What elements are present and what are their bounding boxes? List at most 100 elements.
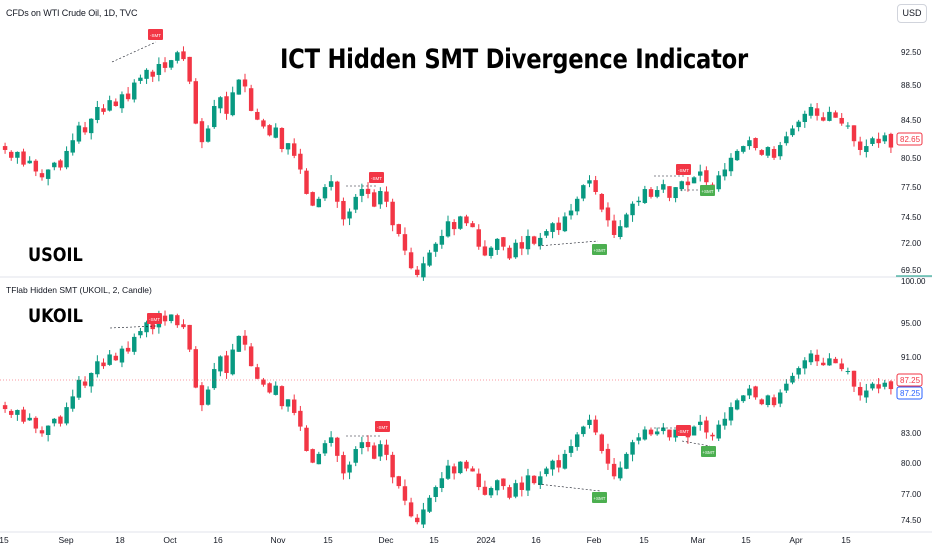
- candle: [790, 375, 795, 383]
- candle: [882, 382, 887, 387]
- candle: [33, 417, 39, 429]
- candle: [654, 431, 660, 435]
- candle: [605, 207, 611, 221]
- time-tick-label: 2024: [477, 535, 496, 545]
- candle: [371, 445, 377, 459]
- candle: [396, 476, 402, 487]
- smt-bull-marker: +SMT: [702, 450, 714, 455]
- candle: [618, 226, 623, 237]
- currency-selector[interactable]: USD: [897, 4, 927, 23]
- time-tick-label: 15: [429, 535, 439, 545]
- candle: [304, 427, 309, 451]
- price-tick-label: 88.50: [901, 81, 922, 90]
- candle: [316, 453, 322, 465]
- smt-connector: [681, 440, 711, 447]
- candle: [359, 189, 365, 196]
- candle: [802, 360, 808, 369]
- candle: [574, 434, 580, 447]
- candle: [76, 125, 82, 142]
- candle: [415, 269, 420, 276]
- candle: [88, 372, 94, 387]
- candle: [144, 69, 149, 79]
- candle: [261, 120, 266, 127]
- candle: [488, 488, 494, 496]
- candle: [21, 409, 26, 422]
- usoil-price-tag: 82.65: [900, 135, 921, 144]
- candle: [316, 198, 322, 208]
- candle: [845, 371, 851, 373]
- candle: [273, 127, 278, 138]
- indicator-legend[interactable]: TFlab Hidden SMT (UKOIL, 2, Candle): [6, 285, 152, 295]
- candle: [285, 143, 291, 150]
- candle: [150, 71, 155, 77]
- candle: [636, 437, 641, 441]
- candle: [2, 405, 8, 410]
- candle: [328, 181, 334, 187]
- time-tick-label: 15: [841, 535, 851, 545]
- candle: [562, 453, 568, 469]
- price-tick-label: 72.00: [901, 239, 922, 248]
- candle: [562, 216, 568, 232]
- candle: [784, 383, 789, 391]
- candle: [765, 395, 771, 406]
- candle: [482, 246, 488, 256]
- candle: [113, 355, 119, 361]
- candle: [267, 125, 272, 136]
- candle: [212, 106, 217, 128]
- candle: [648, 189, 654, 197]
- price-tick-label: 74.50: [901, 516, 922, 525]
- candle: [199, 121, 205, 143]
- candle: [95, 106, 100, 120]
- candle: [870, 138, 875, 144]
- time-tick-label: 15: [741, 535, 751, 545]
- candle: [501, 237, 506, 247]
- candle: [599, 434, 605, 451]
- candle: [691, 426, 697, 436]
- candle: [162, 315, 168, 322]
- candle: [525, 235, 531, 250]
- smt-bull-marker: +SMT: [701, 189, 713, 194]
- time-tick-label: Mar: [691, 535, 706, 545]
- candle: [513, 483, 518, 497]
- smt-bear-marker: -SMT: [149, 317, 160, 322]
- candle: [218, 97, 223, 109]
- candle: [753, 138, 758, 149]
- candle: [611, 220, 617, 235]
- time-tick-label: Feb: [587, 535, 602, 545]
- candle: [464, 461, 469, 469]
- price-tick-label: 80.00: [901, 459, 922, 468]
- candle: [291, 399, 297, 413]
- candle: [642, 429, 648, 440]
- time-tick-label: Apr: [789, 535, 802, 545]
- time-tick-label: Nov: [270, 535, 286, 545]
- candle: [132, 336, 137, 352]
- candle: [704, 170, 709, 183]
- ukoil-candles: [2, 310, 894, 528]
- candle: [371, 192, 377, 207]
- smt-bull-marker: +SMT: [593, 496, 605, 501]
- time-tick-label: 16: [531, 535, 541, 545]
- candle: [741, 395, 746, 402]
- candle: [451, 222, 457, 230]
- candle: [722, 418, 728, 426]
- candle: [415, 517, 420, 523]
- candle: [322, 443, 328, 454]
- candle: [322, 187, 328, 199]
- candle: [181, 51, 186, 60]
- candle: [765, 147, 771, 156]
- candle: [9, 151, 14, 158]
- candle: [335, 181, 340, 202]
- smt-connector: [537, 240, 599, 247]
- candle: [248, 88, 254, 111]
- candle: [21, 151, 26, 165]
- candle: [76, 379, 82, 398]
- candle: [9, 410, 14, 415]
- candle: [624, 214, 629, 228]
- candle: [347, 211, 352, 219]
- time-tick-label: Oct: [163, 535, 177, 545]
- candle: [45, 425, 51, 436]
- smt-bear-marker: -SMT: [678, 429, 689, 434]
- smt-bear-marker: -SMT: [150, 33, 161, 38]
- candle: [833, 358, 838, 364]
